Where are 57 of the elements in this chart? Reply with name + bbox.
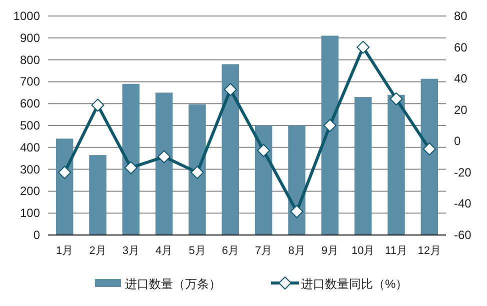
legend-label: 进口数量同比（%）	[301, 277, 408, 291]
y-tick-label: 700	[20, 74, 40, 89]
y-tick-label: 800	[20, 52, 40, 67]
point	[124, 161, 138, 174]
y-tick-label: 300	[20, 162, 40, 176]
y2-tick-label: -40	[454, 196, 472, 211]
point	[158, 150, 171, 164]
x-tick-label: 10月	[351, 245, 375, 257]
bar	[56, 138, 74, 235]
point	[58, 166, 72, 179]
x-tick-label: 8月	[288, 245, 306, 257]
bar	[354, 97, 372, 235]
bar	[388, 94, 405, 235]
point	[356, 40, 370, 54]
y2-tick-label: 60	[454, 40, 468, 54]
legend-label: 进口数量（万条）	[125, 277, 221, 291]
y-tick-label: 0	[33, 228, 40, 242]
x-tick-label: 12月	[418, 245, 442, 257]
point	[422, 142, 436, 156]
y-tick-label: 100	[20, 206, 40, 220]
x-tick-label: 9月	[321, 245, 338, 257]
x-tick-label: 2月	[89, 245, 106, 257]
bar	[288, 126, 306, 235]
y2-tick-label: 0	[454, 134, 461, 148]
x-tick-label: 5月	[188, 245, 206, 257]
point	[91, 98, 104, 112]
x-tick-label: 7月	[255, 245, 272, 257]
y-tick-label: 500	[20, 118, 40, 132]
x-tick-label: 11月	[385, 245, 408, 257]
bar	[321, 36, 339, 235]
point	[190, 166, 204, 179]
x-tick-label: 1月	[56, 245, 74, 257]
bar	[222, 64, 240, 235]
bar	[122, 84, 140, 235]
bar	[254, 126, 272, 235]
point	[257, 144, 270, 158]
y2-tick-label: 20	[454, 102, 468, 117]
y2-tick-label: 80	[454, 9, 468, 23]
y2-tick-label: -60	[454, 228, 472, 242]
point	[290, 205, 304, 218]
x-tick-label: 4月	[156, 245, 173, 257]
y2-tick-label: -20	[454, 165, 472, 180]
bar	[188, 104, 206, 235]
bar	[155, 92, 173, 235]
bar	[420, 78, 438, 235]
point	[390, 92, 403, 106]
x-tick-label: 6月	[222, 245, 239, 257]
y-tick-label: 600	[20, 96, 40, 111]
y-tick-label: 900	[20, 30, 40, 45]
y-tick-label: 200	[20, 184, 40, 198]
point	[224, 83, 237, 96]
point	[323, 119, 336, 132]
x-tick-label: 3月	[122, 245, 140, 257]
bar	[89, 155, 106, 235]
y-tick-label: 1000	[13, 9, 40, 23]
y-tick-label: 400	[20, 140, 40, 154]
y2-tick-label: 40	[454, 72, 468, 86]
